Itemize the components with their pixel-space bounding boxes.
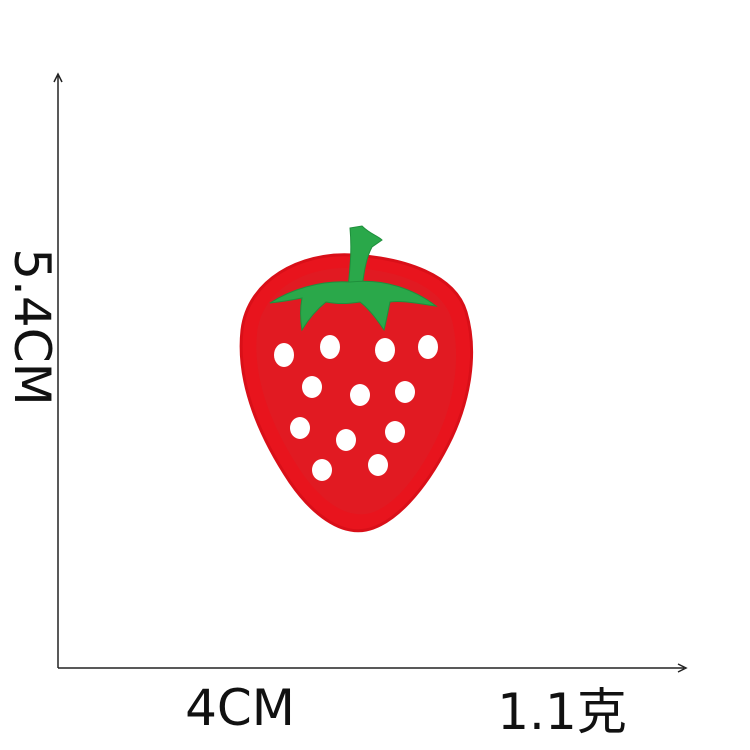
seed xyxy=(320,335,340,359)
seed xyxy=(336,429,356,451)
seed xyxy=(375,338,395,362)
seed xyxy=(312,459,332,481)
strawberry-leaves xyxy=(269,280,438,332)
seed xyxy=(350,384,370,406)
seed xyxy=(274,343,294,367)
vertical-axis-arrow xyxy=(53,72,63,83)
strawberry-stem xyxy=(347,225,383,289)
seed xyxy=(290,417,310,439)
height-dimension-label: 5.4CM xyxy=(3,248,61,406)
width-dimension-label: 4CM xyxy=(185,679,295,737)
strawberry-seeds xyxy=(274,335,438,481)
seed xyxy=(302,376,322,398)
seed xyxy=(395,381,415,403)
seed xyxy=(385,421,405,443)
horizontal-axis-arrow xyxy=(677,663,688,673)
weight-label: 1.1克 xyxy=(497,683,627,741)
seed xyxy=(418,335,438,359)
seed xyxy=(368,454,388,476)
